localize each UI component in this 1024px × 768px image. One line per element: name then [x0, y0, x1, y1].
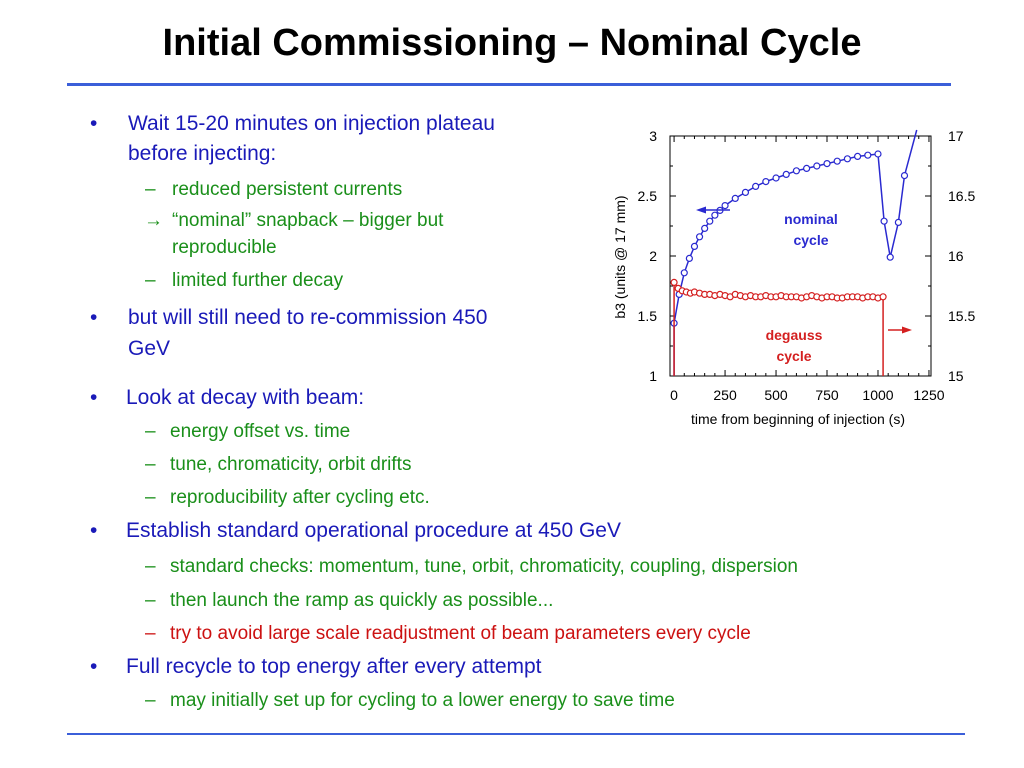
- nominal-cycle-point: [894, 218, 902, 227]
- nominal-cycle-point: [900, 171, 909, 180]
- nominal-cycle-point: [843, 155, 851, 163]
- degauss-cycle-point: [879, 293, 887, 301]
- bullet-marker: •: [90, 519, 98, 542]
- y2-tick-label: 15: [948, 368, 964, 384]
- nominal-cycle-point: [695, 233, 704, 241]
- y-axis-label: b3 (units @ 17 mm): [612, 195, 628, 318]
- y2-tick-label: 16.5: [948, 188, 975, 204]
- bullet-text: “nominal” snapback – bigger but: [172, 210, 444, 231]
- arrow-icon: →: [144, 210, 163, 231]
- nominal-cycle-point: [874, 150, 882, 158]
- bullet-marker: –: [145, 421, 156, 442]
- nominal-cycle-point: [864, 151, 872, 159]
- bullet-text: tune, chromaticity, orbit drifts: [170, 454, 412, 475]
- bullet-text: Wait 15-20 minutes on injection plateau: [128, 112, 495, 135]
- bullet-text: reproducible: [172, 237, 277, 258]
- nominal-cycle-point: [853, 152, 862, 161]
- bullet-text: energy offset vs. time: [170, 421, 351, 442]
- nominal-cycle-point: [880, 217, 888, 225]
- nominal-cycle-point: [772, 174, 780, 182]
- bullet-text: before injecting:: [128, 142, 277, 165]
- y-tick-label: 3: [649, 128, 657, 144]
- degauss-cycle-point: [670, 278, 678, 286]
- nominal-cycle-point: [762, 177, 770, 186]
- bullet-marker: –: [145, 556, 156, 577]
- bullet-marker: •: [90, 655, 98, 678]
- y-tick-label: 2.5: [638, 188, 658, 204]
- x-tick-label: 1000: [862, 387, 893, 403]
- bullet-marker: •: [90, 386, 98, 409]
- x-tick-label: 0: [670, 387, 678, 403]
- x-tick-label: 250: [713, 387, 737, 403]
- bullet-marker: –: [145, 270, 156, 291]
- y2-tick-label: 16: [948, 248, 964, 264]
- nominal-cycle-point: [813, 162, 821, 170]
- bullet-text: may initially set up for cycling to a lo…: [170, 690, 675, 711]
- nominal-cycle-point: [711, 211, 719, 219]
- x-tick-label: 500: [764, 387, 788, 403]
- y2-tick-label: 15.5: [948, 308, 975, 324]
- y-tick-label: 1: [649, 368, 657, 384]
- bullet-text: Look at decay with beam:: [126, 386, 365, 409]
- nominal-cycle-point: [886, 253, 894, 261]
- x-tick-label: 750: [815, 387, 839, 403]
- bullet-marker: –: [145, 623, 156, 644]
- nominal-cycle-point: [721, 201, 729, 210]
- bullet-marker: –: [145, 454, 156, 475]
- y-tick-label: 2: [649, 248, 657, 264]
- nominal-cycle-point: [685, 254, 693, 262]
- nominal-cycle-point: [680, 269, 688, 277]
- bullet-marker: –: [145, 179, 156, 200]
- bullet-text: GeV: [128, 337, 171, 360]
- footer-divider: [67, 733, 965, 735]
- bullet-marker: –: [145, 487, 156, 508]
- bullet-text: try to avoid large scale readjustment of…: [170, 623, 751, 644]
- bullet-marker: •: [90, 306, 98, 329]
- x-axis-label: time from beginning of injection (s): [691, 411, 905, 427]
- bullet-marker: •: [90, 112, 98, 135]
- b3-decay-chart: 1 1.5 2 2.5 3 15 15.5 16 16.5 17 0 250 500 750 1000 125…: [612, 128, 975, 427]
- nominal-cycle-point: [833, 157, 841, 165]
- degauss-arrow-icon: [902, 326, 912, 334]
- bullet-text: reproducibility after cycling etc.: [170, 487, 430, 508]
- bullet-text: reduced persistent currents: [172, 179, 403, 200]
- bullet-text: standard checks: momentum, tune, orbit, …: [170, 556, 798, 577]
- nominal-cycle-point: [803, 164, 811, 173]
- bullet-text: limited further decay: [172, 270, 344, 291]
- title-divider: [67, 83, 951, 86]
- nominal-cycle-label: nominal: [784, 211, 838, 227]
- slide-title: Initial Commissioning – Nominal Cycle: [162, 22, 862, 64]
- nominal-cycle-point: [741, 188, 750, 197]
- nominal-cycle-point: [731, 194, 739, 203]
- y-tick-label: 1.5: [638, 308, 658, 324]
- nominal-cycle-point: [706, 217, 714, 225]
- x-tick-label: 1250: [913, 387, 944, 403]
- nominal-cycle-point: [823, 159, 831, 168]
- nominal-cycle-point: [690, 242, 699, 250]
- bullet-text: Full recycle to top energy after every a…: [126, 655, 542, 678]
- bullet-marker: –: [145, 690, 156, 711]
- nominal-cycle-point: [782, 170, 790, 179]
- y2-tick-label: 17: [948, 128, 964, 144]
- bullet-text: Establish standard operational procedure…: [126, 519, 621, 542]
- nominal-arrow-icon: [696, 206, 706, 214]
- bullet-text: but will still need to re-commission 450: [128, 306, 488, 329]
- nominal-cycle-point: [701, 224, 709, 233]
- degauss-cycle-label: cycle: [776, 348, 811, 364]
- nominal-cycle-point: [792, 167, 801, 175]
- bullet-marker: –: [145, 590, 156, 611]
- nominal-cycle-point: [752, 182, 760, 191]
- nominal-cycle-label: cycle: [793, 232, 828, 248]
- degauss-cycle-label: degauss: [766, 327, 823, 343]
- bullet-text: then launch the ramp as quickly as possi…: [170, 590, 554, 611]
